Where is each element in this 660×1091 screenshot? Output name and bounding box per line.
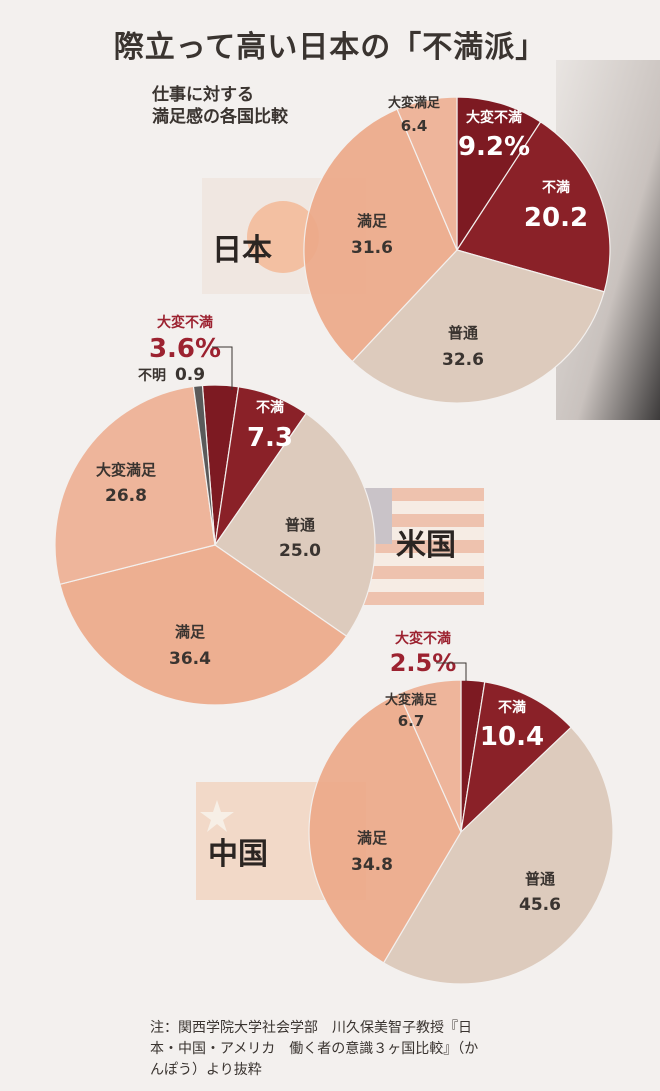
pie-slice [192,384,216,546]
slice-value: 36.4 [169,649,211,669]
subtitle-line-1: 仕事に対する [152,85,254,105]
slice-label: 普通 [448,324,478,342]
slice-value: 45.6 [519,895,561,915]
slice-value: 3.6% [149,334,221,364]
source-note-line-1: 注：関西学院大学社会学部 川久保美智子教授『日 [150,1020,472,1036]
pie-slice [54,385,216,586]
slice-value: 25.0 [279,541,321,561]
pie-slice [396,96,458,251]
source-note-line-2: 本・中国・アメリカ 働く者の意識３ヶ国比較』（か [150,1041,479,1057]
slice-value: 0.9 [175,365,205,385]
slice-label: 大変不満 [157,314,213,331]
pie-slice [59,544,348,706]
slice-label: 大変不満 [466,109,522,126]
source-note-line-3: んぽう）より抜粋 [150,1062,262,1078]
slice-label: 大変満足 [96,461,157,479]
slice-label: 満足 [357,212,388,230]
labels-layer: 大変不満9.2%不満20.2普通32.6満足31.6大変満足6.4日本大変不満3… [96,95,588,915]
slice-value: 7.3 [247,423,293,453]
country-label: 中国 [208,837,268,872]
slice-label: 満足 [357,829,388,847]
slice-label: 普通 [285,516,315,534]
chart-subtitle: 仕事に対する 満足感の各国比較 [152,84,288,128]
country-label: 日本 [212,233,272,268]
slice-label: 不満 [256,399,284,416]
pie-slice [460,681,572,834]
slice-value: 10.4 [480,722,544,752]
slice-label: 満足 [175,623,206,641]
slice-value: 26.8 [105,486,147,506]
country-label: 米国 [396,528,456,563]
pie-slice [214,412,376,638]
pie-slice [382,726,614,985]
slice-value: 20.2 [524,203,588,233]
pie-slice [308,692,462,964]
slice-label: 大変不満 [395,630,451,647]
slice-value: 9.2% [458,132,530,162]
slice-label: 大変満足 [385,692,438,708]
leader-line [436,662,467,681]
slice-value: 34.8 [351,855,393,875]
source-note: 注：関西学院大学社会学部 川久保美智子教授『日 本・中国・アメリカ 働く者の意識… [150,1018,530,1081]
pie-slice [351,249,605,404]
pies-layer [54,96,614,985]
slice-label: 不満 [498,699,526,716]
subtitle-line-2: 満足感の各国比較 [152,107,288,127]
pie-slice [456,96,542,253]
slice-value: 32.6 [442,350,484,370]
chart-title: 際立って高い日本の「不満派」 [113,30,547,65]
slice-value: 31.6 [351,238,393,258]
pie-slice [456,121,611,293]
slice-label: 不満 [542,179,570,196]
pie-slice [398,679,462,833]
slice-label: 普通 [525,870,555,888]
slice-value: 6.4 [401,117,428,135]
leader-line [212,346,233,390]
slice-label: 不明 [138,368,166,384]
slice-label: 大変満足 [388,95,441,111]
pie-slice [303,108,458,363]
slice-value: 6.7 [398,712,425,730]
